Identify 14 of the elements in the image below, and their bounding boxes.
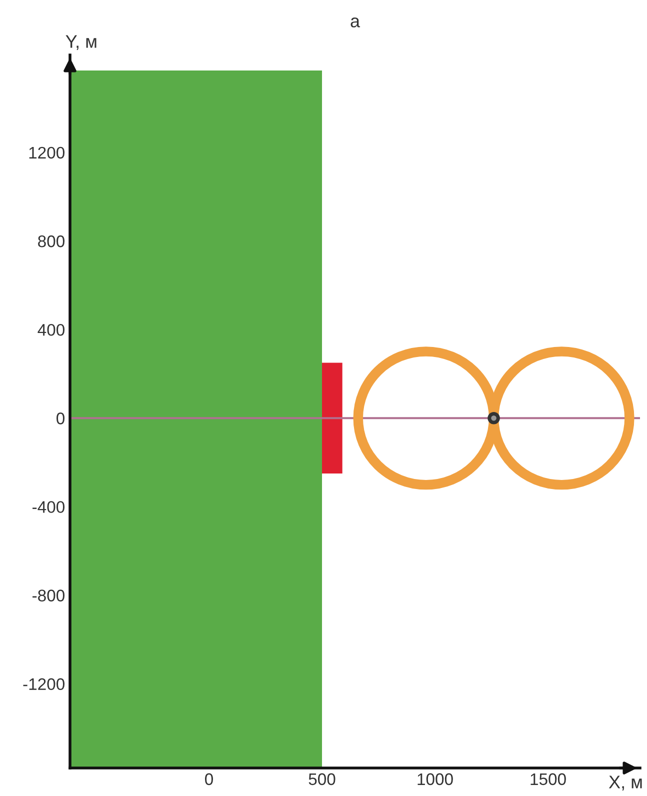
y-tick-label: 0 bbox=[56, 412, 64, 424]
y-tick-label: -800 bbox=[32, 590, 64, 602]
y-tick-label: 1200 bbox=[29, 146, 64, 159]
x-tick-label: 500 bbox=[308, 773, 336, 786]
y-tick-label: -1200 bbox=[23, 678, 64, 690]
chart-title: а bbox=[350, 18, 360, 28]
x-tick-label: 0 bbox=[205, 773, 213, 786]
y-tick-label: 800 bbox=[38, 235, 64, 248]
y-tick-label: 400 bbox=[38, 324, 64, 336]
x-tick-label: 1000 bbox=[418, 773, 453, 786]
x-tick-label: 1500 bbox=[530, 773, 566, 786]
y-axis-title: Y, м bbox=[66, 35, 96, 50]
x-axis-title: X, м bbox=[608, 776, 642, 791]
y-tick-label: -400 bbox=[32, 501, 64, 513]
